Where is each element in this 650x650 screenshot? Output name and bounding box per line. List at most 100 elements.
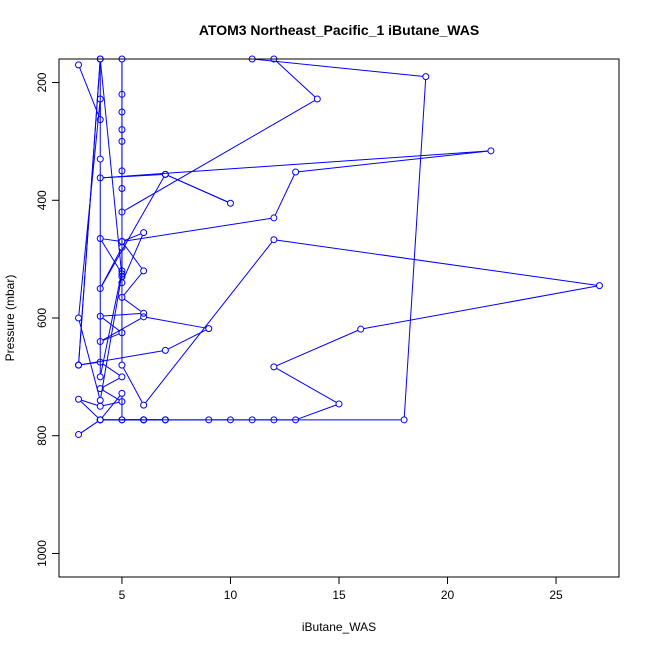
- data-point: [140, 309, 148, 317]
- series-segment: [81, 399, 98, 406]
- series-segment: [80, 400, 99, 419]
- data-point: [140, 313, 148, 321]
- x-axis-label: iButane_WAS: [302, 620, 376, 634]
- data-point: [96, 402, 104, 410]
- data-point: [335, 400, 343, 408]
- series-segment: [102, 377, 120, 388]
- series-segment: [122, 367, 143, 403]
- data-point: [75, 61, 83, 69]
- data-point: [292, 168, 300, 176]
- data-point: [118, 361, 126, 369]
- y-tick-label: 200: [35, 72, 49, 92]
- series-segment: [102, 333, 120, 341]
- x-axis: 5 10 15 20 25: [119, 576, 563, 602]
- series-points: [75, 55, 603, 439]
- data-point: [270, 214, 278, 222]
- series-segment: [79, 67, 100, 118]
- series-segment: [101, 176, 165, 287]
- data-point: [118, 185, 126, 192]
- data-point: [96, 385, 104, 393]
- x-tick-label: 20: [441, 588, 455, 602]
- y-tick-label: 1000: [35, 540, 49, 567]
- data-point: [270, 416, 278, 424]
- series-segment: [124, 233, 142, 241]
- series-segment: [403, 79, 427, 417]
- data-point: [270, 236, 278, 244]
- data-point: [96, 174, 104, 182]
- data-point: [118, 416, 126, 424]
- data-point: [96, 338, 104, 346]
- x-tick-label: 5: [119, 588, 126, 602]
- data-point: [96, 95, 104, 103]
- series-segment: [100, 273, 122, 375]
- data-point: [205, 325, 213, 333]
- chart-title: ATOM3 Northeast_Pacific_1 iButane_WAS: [199, 22, 479, 38]
- data-point: [96, 235, 104, 243]
- series-segment: [122, 235, 143, 281]
- data-point: [96, 116, 104, 124]
- series-segment: [78, 320, 100, 398]
- data-point: [75, 395, 83, 403]
- data-point: [118, 208, 126, 216]
- series-segment: [146, 316, 206, 329]
- y-tick-label: 800: [35, 425, 49, 445]
- data-point: [118, 293, 126, 301]
- data-point: [96, 358, 104, 366]
- data-point: [118, 167, 126, 175]
- series-segment: [102, 363, 120, 376]
- data-point: [118, 373, 126, 381]
- data-point: [96, 396, 104, 404]
- data-point: [140, 416, 148, 424]
- y-tick-label: 400: [35, 190, 49, 210]
- x-tick-label: 25: [549, 588, 563, 602]
- x-tick-label: 10: [224, 588, 238, 602]
- data-point: [248, 416, 256, 424]
- data-point: [96, 416, 104, 424]
- series-segment: [100, 61, 123, 274]
- data-point: [118, 389, 126, 397]
- data-point: [118, 329, 126, 337]
- series-segment: [103, 238, 120, 242]
- series-segment: [123, 243, 143, 269]
- series-segment: [103, 150, 488, 179]
- data-point: [75, 431, 83, 439]
- y-axis-label: Pressure (mbar): [3, 275, 17, 362]
- y-axis: 200 400 600 800 1000: [35, 72, 60, 567]
- data-point: [292, 416, 300, 424]
- data-point: [118, 237, 126, 245]
- series-segment: [123, 272, 143, 296]
- series-segment: [78, 61, 101, 363]
- y-tick-label: 600: [35, 308, 49, 328]
- series-segment: [298, 404, 337, 420]
- series-segment: [124, 217, 271, 242]
- series-segment: [167, 175, 228, 203]
- data-point: [205, 416, 213, 424]
- data-point: [313, 95, 321, 103]
- series-segment: [124, 100, 315, 211]
- series-segment: [276, 367, 337, 403]
- data-point: [226, 416, 234, 424]
- series-segment: [124, 298, 142, 312]
- data-point: [96, 312, 104, 320]
- data-point: [140, 229, 148, 237]
- data-point: [487, 147, 495, 155]
- data-point: [118, 273, 126, 281]
- series-segment: [276, 329, 359, 367]
- data-point: [118, 108, 126, 116]
- data-point: [595, 282, 603, 290]
- data-point: [161, 170, 169, 178]
- data-point: [118, 270, 126, 278]
- series-segment: [275, 60, 316, 98]
- data-point: [140, 401, 148, 409]
- data-point: [357, 325, 365, 333]
- data-point: [161, 416, 169, 424]
- series-segment: [81, 362, 98, 366]
- x-tick-label: 15: [332, 588, 346, 602]
- series-segment: [274, 174, 295, 216]
- data-point: [118, 126, 126, 134]
- data-point: [75, 361, 83, 369]
- series-segment: [101, 240, 121, 272]
- data-point: [118, 90, 126, 98]
- data-point: [161, 346, 169, 354]
